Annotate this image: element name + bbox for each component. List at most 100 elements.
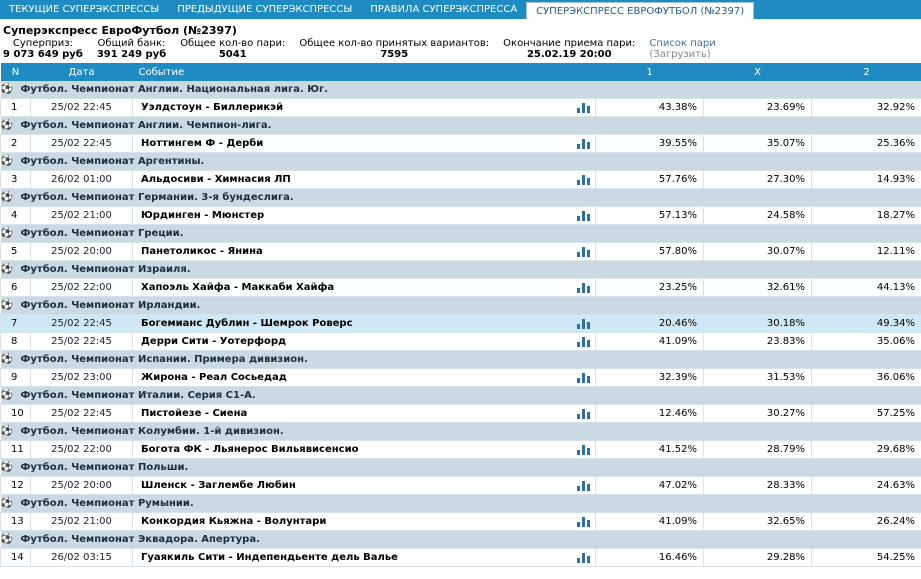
outcome-x-percent: 30.18% xyxy=(703,314,812,333)
bank-label: Общий банк: xyxy=(97,38,166,49)
event-number: 8 xyxy=(0,332,31,351)
bet-list-load[interactable]: (Загрузить) xyxy=(649,49,711,60)
event-number: 6 xyxy=(0,278,31,297)
bet-list-label[interactable]: Список пари xyxy=(649,38,716,49)
outcome-x-percent: 31.53% xyxy=(703,368,812,387)
event-name: Уэлдстоун - Биллерикэй xyxy=(141,102,284,113)
soccer-ball-icon: ⚽ xyxy=(0,390,13,401)
table-row: 12 25/02 20:00 Шленск - Заглембе Любин 47.0… xyxy=(0,476,921,495)
stats-chart-icon[interactable] xyxy=(577,175,590,185)
event-date: 25/02 22:45 xyxy=(30,332,133,351)
header-event: Событие xyxy=(132,63,596,81)
tab-rules[interactable]: ПРАВИЛА СУПЕРЭКСПРЕССА xyxy=(370,4,518,15)
soccer-ball-icon: ⚽ xyxy=(0,300,13,311)
stats-chart-icon[interactable] xyxy=(577,409,590,419)
league-row: ⚽ Футбол. Чемпионат Ирландии. xyxy=(0,296,921,315)
soccer-ball-icon: ⚽ xyxy=(0,534,13,545)
event-cell: Гуаякиль Сити - Индепендьенте дель Валье xyxy=(132,548,596,567)
event-cell: Жирона - Реал Сосьедад xyxy=(132,368,596,387)
stats-chart-icon[interactable] xyxy=(577,247,590,257)
stats-chart-icon[interactable] xyxy=(577,211,590,221)
outcome-1-percent: 16.46% xyxy=(595,548,704,567)
stats-chart-icon[interactable] xyxy=(577,481,590,491)
bet-list-link[interactable]: Список пари (Загрузить) xyxy=(649,38,715,63)
event-date: 25/02 22:00 xyxy=(30,440,133,459)
end-value: 25.02.19 20:00 xyxy=(526,49,612,60)
league-name: Футбол. Чемпионат Колумбии. 1-й дивизион… xyxy=(20,426,284,437)
stats-chart-icon[interactable] xyxy=(577,373,590,383)
soccer-ball-icon: ⚽ xyxy=(0,498,13,509)
event-name: Пистойезе - Сиена xyxy=(141,408,248,419)
event-name: Конкордия Кьяжна - Волунтари xyxy=(141,516,327,527)
stats-chart-icon[interactable] xyxy=(577,445,590,455)
event-cell: Пистойезе - Сиена xyxy=(132,404,596,423)
outcome-2-percent: 12.11% xyxy=(811,242,921,261)
event-date: 26/02 03:15 xyxy=(30,548,133,567)
league-row: ⚽ Футбол. Чемпионат Аргентины. xyxy=(0,152,921,171)
tab-eurofootball[interactable]: СУПЕРЭКСПРЕСС ЕВРОФУТБОЛ (№2397) xyxy=(526,2,755,19)
outcome-1-percent: 23.25% xyxy=(595,278,704,297)
table-row: 10 25/02 22:45 Пистойезе - Сиена 12.46% 30.2… xyxy=(0,404,921,423)
table-row: 1 25/02 22:45 Уэлдстоун - Биллерикэй 43.38%… xyxy=(0,98,921,117)
event-number: 10 xyxy=(0,404,31,423)
event-number: 9 xyxy=(0,368,31,387)
end-info: Окончание приема пари: 25.02.19 20:00 xyxy=(503,38,635,63)
outcome-1-percent: 41.52% xyxy=(595,440,704,459)
league-row: ⚽ Футбол. Чемпионат Греции. xyxy=(0,224,921,243)
table-row: 5 25/02 20:00 Панетоликос - Янина 57.80% 30.… xyxy=(0,242,921,261)
event-number: 2 xyxy=(0,134,31,153)
variants-label: Общее кол-во принятых вариантов: xyxy=(299,38,490,49)
event-number: 7 xyxy=(0,314,31,333)
outcome-x-percent: 30.07% xyxy=(703,242,812,261)
table-row: 7 25/02 22:45 Богемианс Дублин - Шемрок Ро… xyxy=(0,314,921,333)
soccer-ball-icon: ⚽ xyxy=(0,264,13,275)
event-cell: Панетоликос - Янина xyxy=(132,242,596,261)
event-cell: Конкордия Кьяжна - Волунтари xyxy=(132,512,596,531)
event-name: Дерри Сити - Уотерфорд xyxy=(141,336,287,347)
league-name: Футбол. Чемпионат Ирландии. xyxy=(20,300,201,311)
stats-chart-icon[interactable] xyxy=(577,283,590,293)
league-row: ⚽ Футбол. Чемпионат Англии. Национальная … xyxy=(0,81,921,99)
outcome-x-percent: 30.27% xyxy=(703,404,812,423)
league-row: ⚽ Футбол. Чемпионат Румынии. xyxy=(0,494,921,513)
event-number: 3 xyxy=(0,170,31,189)
stats-chart-icon[interactable] xyxy=(577,103,590,113)
stats-chart-icon[interactable] xyxy=(577,139,590,149)
outcome-2-percent: 18.27% xyxy=(811,206,921,225)
event-cell: Богота ФК - Льянерос Вильявисенсио xyxy=(132,440,596,459)
tab-previous-superexpress[interactable]: ПРЕДЫДУЩИЕ СУПЕРЭКСПРЕССЫ xyxy=(177,4,353,15)
league-row: ⚽ Футбол. Чемпионат Эквадора. Апертура. xyxy=(0,530,921,549)
event-name: Гуаякиль Сити - Индепендьенте дель Валье xyxy=(141,552,398,563)
outcome-1-percent: 20.46% xyxy=(595,314,704,333)
bank-value: 391 249 руб xyxy=(96,49,167,60)
outcome-x-percent: 35.07% xyxy=(703,134,812,153)
outcome-2-percent: 25.36% xyxy=(811,134,921,153)
league-name: Футбол. Чемпионат Германии. 3-я бундесли… xyxy=(20,192,294,203)
league-name: Футбол. Чемпионат Польши. xyxy=(20,462,189,473)
table-row: 13 25/02 21:00 Конкордия Кьяжна - Волунтар… xyxy=(0,512,921,531)
league-name: Футбол. Чемпионат Израиля. xyxy=(20,264,191,275)
table-row: 4 25/02 21:00 Юрдинген - Мюнстер 57.13% 24.5… xyxy=(0,206,921,225)
header-x: X xyxy=(703,63,812,81)
stats-chart-icon[interactable] xyxy=(577,517,590,527)
stats-chart-icon[interactable] xyxy=(577,319,590,329)
outcome-2-percent: 32.92% xyxy=(811,98,921,117)
outcome-1-percent: 43.38% xyxy=(595,98,704,117)
league-name: Футбол. Чемпионат Италии. Серия С1-А. xyxy=(20,390,256,401)
soccer-ball-icon: ⚽ xyxy=(0,354,13,365)
event-date: 25/02 22:45 xyxy=(30,134,133,153)
variants-info: Общее кол-во принятых вариантов: 7595 xyxy=(299,38,489,63)
event-date: 25/02 23:00 xyxy=(30,368,133,387)
league-name: Футбол. Чемпионат Испании. Примера дивиз… xyxy=(20,354,308,365)
event-name: Юрдинген - Мюнстер xyxy=(141,210,265,221)
event-name: Богота ФК - Льянерос Вильявисенсио xyxy=(141,444,359,455)
stats-chart-icon[interactable] xyxy=(577,553,590,563)
league-name: Футбол. Чемпионат Аргентины. xyxy=(20,156,205,167)
event-cell: Хапоэль Хайфа - Маккаби Хайфа xyxy=(132,278,596,297)
outcome-1-percent: 57.76% xyxy=(595,170,704,189)
tab-current-superexpress[interactable]: ТЕКУЩИЕ СУПЕРЭКСПРЕССЫ xyxy=(9,4,160,15)
table-row: 11 25/02 22:00 Богота ФК - Льянерос Вильяв… xyxy=(0,440,921,459)
event-cell: Ноттингем Ф - Дерби xyxy=(132,134,596,153)
stats-chart-icon[interactable] xyxy=(577,337,590,347)
tab-bar: ТЕКУЩИЕ СУПЕРЭКСПРЕССЫ ПРЕДЫДУЩИЕ СУПЕРЭ… xyxy=(0,0,921,19)
